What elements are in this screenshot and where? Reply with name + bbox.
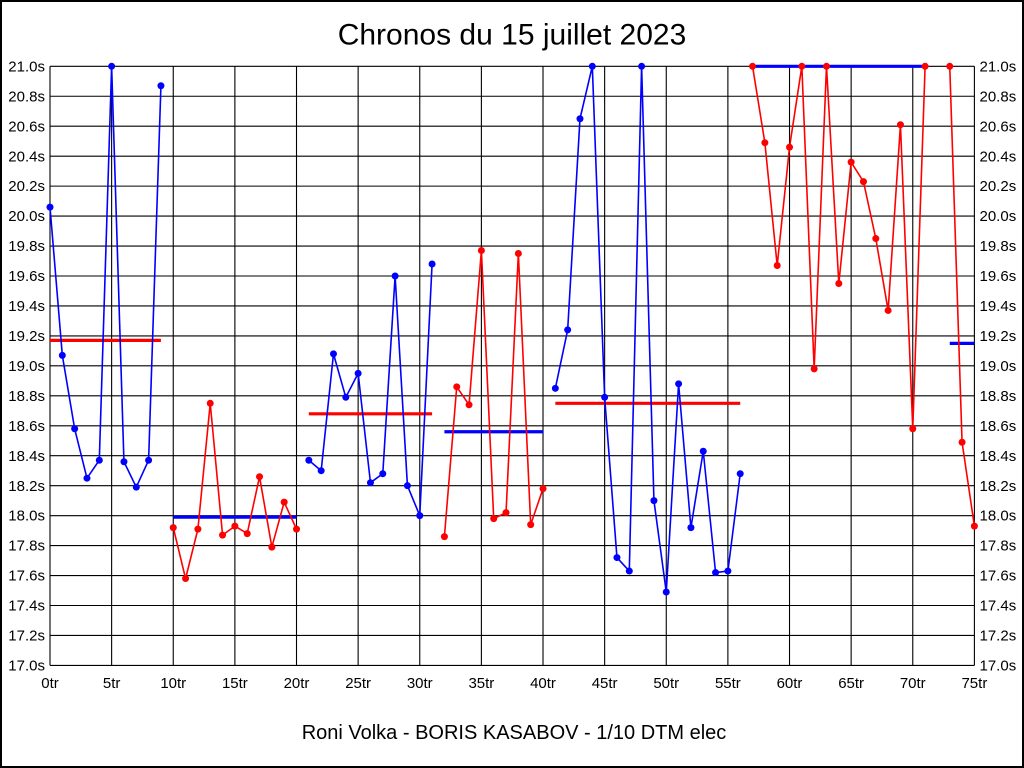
svg-text:18.2s: 18.2s: [980, 478, 1017, 495]
svg-text:20.8s: 20.8s: [8, 88, 45, 105]
svg-text:Roni Volka - BORIS KASABOV - 1: Roni Volka - BORIS KASABOV - 1/10 DTM el…: [302, 722, 727, 744]
svg-text:17.2s: 17.2s: [980, 628, 1017, 645]
svg-text:19.0s: 19.0s: [980, 358, 1017, 375]
svg-text:45tr: 45tr: [592, 675, 618, 692]
svg-text:17.8s: 17.8s: [8, 538, 45, 555]
svg-text:65tr: 65tr: [838, 675, 864, 692]
svg-text:75tr: 75tr: [961, 675, 987, 692]
svg-text:20.8s: 20.8s: [980, 88, 1017, 105]
svg-text:50tr: 50tr: [653, 675, 679, 692]
svg-text:55tr: 55tr: [715, 675, 741, 692]
svg-text:17.2s: 17.2s: [8, 628, 45, 645]
svg-text:17.4s: 17.4s: [980, 598, 1017, 615]
svg-text:20.0s: 20.0s: [980, 208, 1017, 225]
svg-text:18.8s: 18.8s: [8, 388, 45, 405]
svg-text:19.8s: 19.8s: [8, 238, 45, 255]
svg-text:17.6s: 17.6s: [8, 568, 45, 585]
svg-text:18.0s: 18.0s: [8, 508, 45, 525]
svg-text:18.6s: 18.6s: [8, 418, 45, 435]
svg-text:40tr: 40tr: [530, 675, 556, 692]
svg-text:18.4s: 18.4s: [8, 448, 45, 465]
svg-text:20.2s: 20.2s: [8, 178, 45, 195]
svg-text:17.4s: 17.4s: [8, 598, 45, 615]
svg-text:21.0s: 21.0s: [980, 58, 1017, 75]
svg-text:19.6s: 19.6s: [980, 268, 1017, 285]
svg-text:18.8s: 18.8s: [980, 388, 1017, 405]
svg-text:25tr: 25tr: [345, 675, 371, 692]
svg-text:20.4s: 20.4s: [980, 148, 1017, 165]
svg-text:15tr: 15tr: [222, 675, 248, 692]
svg-text:5tr: 5tr: [103, 675, 121, 692]
svg-text:20.0s: 20.0s: [8, 208, 45, 225]
svg-text:35tr: 35tr: [468, 675, 494, 692]
svg-text:0tr: 0tr: [41, 675, 59, 692]
svg-text:19.6s: 19.6s: [8, 268, 45, 285]
svg-text:19.4s: 19.4s: [980, 298, 1017, 315]
svg-text:21.0s: 21.0s: [8, 58, 45, 75]
svg-text:19.0s: 19.0s: [8, 358, 45, 375]
svg-text:17.0s: 17.0s: [980, 658, 1017, 675]
svg-text:19.2s: 19.2s: [980, 328, 1017, 345]
svg-text:18.0s: 18.0s: [980, 508, 1017, 525]
svg-text:17.0s: 17.0s: [8, 658, 45, 675]
svg-text:18.4s: 18.4s: [980, 448, 1017, 465]
svg-text:20.6s: 20.6s: [8, 118, 45, 135]
svg-text:19.4s: 19.4s: [8, 298, 45, 315]
svg-text:10tr: 10tr: [160, 675, 186, 692]
svg-text:20.6s: 20.6s: [980, 118, 1017, 135]
svg-text:17.8s: 17.8s: [980, 538, 1017, 555]
svg-text:20.2s: 20.2s: [980, 178, 1017, 195]
svg-text:Chronos du 15 juillet 2023: Chronos du 15 juillet 2023: [338, 19, 687, 52]
svg-text:19.2s: 19.2s: [8, 328, 45, 345]
svg-text:20tr: 20tr: [284, 675, 310, 692]
svg-text:19.8s: 19.8s: [980, 238, 1017, 255]
svg-text:18.6s: 18.6s: [980, 418, 1017, 435]
svg-text:70tr: 70tr: [900, 675, 926, 692]
svg-text:18.2s: 18.2s: [8, 478, 45, 495]
svg-text:30tr: 30tr: [407, 675, 433, 692]
svg-text:17.6s: 17.6s: [980, 568, 1017, 585]
svg-text:60tr: 60tr: [777, 675, 803, 692]
svg-text:20.4s: 20.4s: [8, 148, 45, 165]
